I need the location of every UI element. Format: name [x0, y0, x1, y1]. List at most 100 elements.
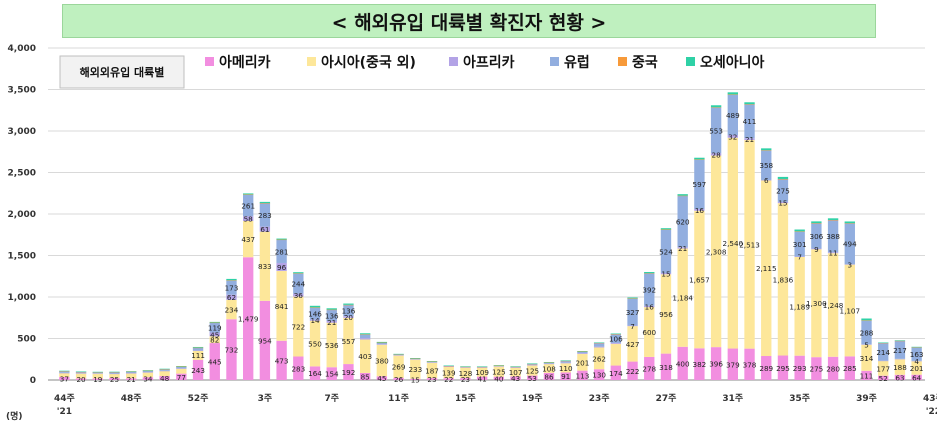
bar-segment-중국 [794, 231, 805, 232]
data-label: 536 [325, 341, 339, 350]
bar-segment-아메리카 [376, 376, 388, 380]
data-label: 243 [191, 366, 205, 375]
bar-segment-아프리카 [560, 362, 571, 364]
data-label: 201 [910, 364, 924, 373]
data-label: 1,657 [689, 276, 710, 285]
bar-segment-오세아니아 [226, 278, 237, 281]
data-label: 91 [561, 372, 570, 381]
bar-segment-오세아니아 [142, 370, 154, 371]
data-label: 293 [793, 364, 807, 373]
data-label: 82 [210, 336, 219, 345]
bar-segment-오세아니아 [259, 201, 271, 204]
bar-segment-중국 [644, 273, 655, 274]
bar-segment-유럽 [844, 223, 855, 265]
bar-segment-중국 [694, 159, 705, 160]
bar-segment-유럽 [827, 220, 839, 253]
data-label: 2,115 [756, 264, 777, 273]
x-tick-label: 23주 [589, 393, 610, 404]
bar-segment-아메리카 [159, 376, 170, 380]
bar-segment-아시아(중국 외) [827, 253, 839, 357]
bar-segment-아시아(중국 외) [293, 296, 304, 357]
data-label: 64 [912, 373, 922, 382]
bar-segment-중국 [326, 309, 337, 311]
bar-segment-아메리카 [794, 355, 805, 380]
bar-segment-아메리카 [443, 378, 454, 380]
x-tick-label: 43주 [923, 393, 937, 404]
bar-segment-중국 [109, 372, 120, 373]
legend-swatch [686, 57, 695, 66]
bar-segment-중국 [426, 361, 438, 362]
data-label: 288 [860, 328, 874, 337]
bar-segment-유럽 [761, 150, 772, 180]
bar-segment-중국 [861, 320, 872, 321]
x-tick-year-label: '22 [926, 407, 937, 417]
data-label: 285 [843, 364, 857, 373]
x-tick-label: 35주 [789, 393, 810, 404]
bar-segment-오세아니아 [911, 346, 922, 348]
bar-segment-아시아(중국 외) [109, 373, 120, 378]
bar-segment-아프리카 [443, 366, 454, 367]
bar-segment-유럽 [777, 179, 789, 202]
bar-segment-유럽 [527, 363, 538, 365]
data-label: 301 [793, 240, 807, 249]
bar-segment-중국 [811, 223, 822, 224]
data-label: 34 [143, 375, 153, 384]
data-label: 9 [814, 245, 819, 254]
bar-segment-아프리카 [527, 364, 538, 366]
y-tick-label: 1,000 [8, 293, 36, 303]
bar-segment-유럽 [710, 107, 722, 154]
data-label: 174 [609, 369, 623, 378]
bar-segment-아프리카 [543, 363, 555, 365]
bar-segment-유럽 [644, 273, 655, 306]
data-label: 6 [764, 176, 769, 185]
data-label: 43 [511, 374, 520, 383]
data-label: 188 [893, 363, 907, 372]
data-label: 25 [110, 375, 119, 384]
data-label: 445 [208, 358, 222, 367]
bar-segment-아시아(중국 외) [326, 322, 337, 368]
data-label: 5 [864, 341, 869, 350]
data-label: 956 [659, 310, 673, 319]
bar-segment-유럽 [226, 280, 237, 295]
bar-segment-아시아(중국 외) [493, 366, 505, 377]
data-label: 201 [576, 358, 590, 367]
bar-segment-아시아(중국 외) [159, 370, 170, 377]
data-label: 63 [895, 373, 904, 382]
bar-segment-아프리카 [343, 316, 354, 318]
y-tick-label: 3,000 [8, 127, 36, 137]
bar-segment-아메리카 [426, 378, 438, 380]
bar-segment-중국 [159, 369, 170, 370]
data-label: 187 [425, 366, 439, 375]
data-label: 306 [810, 232, 824, 241]
subtitle-box-bg [59, 55, 185, 89]
unit-label: (명) [6, 410, 23, 422]
bar-segment-유럽 [543, 362, 555, 364]
data-label: 411 [743, 117, 757, 126]
bar-segment-유럽 [376, 342, 388, 345]
bar-segment-유럽 [92, 372, 103, 374]
bar-segment-아프리카 [644, 305, 655, 308]
bar-segment-유럽 [727, 94, 738, 136]
data-label: 392 [642, 286, 656, 295]
bar-segment-유럽 [126, 371, 137, 374]
bar-segment-아시아(중국 외) [510, 367, 521, 377]
bar-segment-오세아니아 [593, 342, 605, 343]
data-label: 494 [843, 240, 857, 249]
y-tick-label: 1,500 [8, 252, 36, 262]
bar-segment-아프리카 [660, 273, 672, 275]
bar-segment-오세아니아 [126, 371, 137, 372]
legend-label: 오세아니아 [700, 54, 765, 71]
bar-segment-아프리카 [309, 319, 321, 321]
bar-segment-아메리카 [811, 357, 822, 380]
bar-segment-중국 [593, 342, 605, 344]
bar-segment-아시아(중국 외) [593, 347, 605, 370]
data-label: 269 [392, 363, 406, 372]
bar-segment-오세아니아 [644, 272, 655, 274]
x-tick-label: 27주 [656, 393, 677, 404]
bar-segment-오세아니아 [109, 371, 120, 373]
x-tick-label: 39주 [856, 393, 877, 404]
bar-segment-유럽 [209, 322, 220, 333]
bar-segment-아프리카 [694, 209, 705, 211]
bar-segment-아프리카 [126, 373, 137, 374]
bar-segment-아시아(중국 외) [259, 231, 271, 301]
